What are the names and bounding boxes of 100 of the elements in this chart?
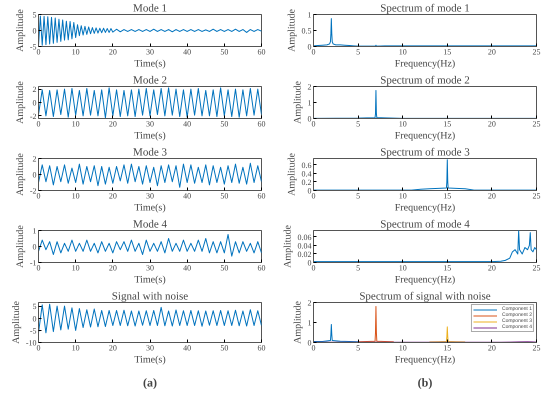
x-tick-label: 30 <box>146 264 154 272</box>
y-tick-label: 1 <box>32 226 36 236</box>
x-tick-label: 5 <box>356 264 360 272</box>
text: (a) <box>143 376 158 390</box>
x-tick-label: 40 <box>183 48 192 56</box>
x-tick-label: 10 <box>72 264 80 272</box>
x-axis-title: Frequency(Hz) <box>394 58 456 70</box>
x-tick-label: 30 <box>146 48 154 56</box>
chart-title: Spectrum of mode 2 <box>380 74 470 86</box>
x-tick-label: 15 <box>443 264 452 272</box>
x-axis-title: Frequency(Hz) <box>394 274 456 286</box>
x-tick-label: 60 <box>258 264 266 272</box>
x-axis-title: Time(s) <box>134 354 166 366</box>
x-tick-label: 15 <box>443 344 452 352</box>
chart-title: Mode 4 <box>133 218 168 230</box>
x-tick-label: 20 <box>108 48 117 56</box>
y-tick-label: -2 <box>30 112 37 121</box>
x-tick-label: 20 <box>108 344 117 352</box>
x-tick-label: 25 <box>532 48 540 56</box>
x-tick-label: 20 <box>488 120 496 128</box>
x-tick-label: 60 <box>258 120 266 128</box>
x-tick-label: 15 <box>443 48 452 56</box>
x-tick-label: 30 <box>146 344 154 352</box>
chart-title: Mode 3 <box>133 146 168 158</box>
y-tick-label: 5 <box>32 10 36 20</box>
x-tick-label: 5 <box>356 48 360 56</box>
y-axis-title: Amplitude <box>286 152 298 196</box>
x-tick-label: 25 <box>532 120 540 128</box>
x-tick-label: 50 <box>220 192 228 200</box>
y-tick-label: 0.5 <box>302 26 312 36</box>
x-axis-title: Frequency(Hz) <box>394 354 456 366</box>
x-axis-title: Frequency(Hz) <box>394 202 456 214</box>
x-tick-label: 10 <box>398 48 407 56</box>
x-tick-label: 50 <box>220 48 228 56</box>
y-axis-title: Amplitude <box>292 300 304 344</box>
chart-title: Spectrum of mode 4 <box>380 218 470 230</box>
chart-title: Spectrum of mode 3 <box>380 146 470 158</box>
x-tick-label: 10 <box>398 192 407 200</box>
x-axis-title: Time(s) <box>134 130 166 142</box>
x-tick-label: 15 <box>443 120 452 128</box>
x-axis-title: Time(s) <box>134 58 166 70</box>
x-tick-label: 20 <box>488 48 496 56</box>
y-tick-label: 2 <box>32 85 36 94</box>
y-tick-label: 1 <box>308 318 312 328</box>
y-axis-title: Amplitude <box>14 224 26 268</box>
chart-title: Mode 1 <box>133 2 167 14</box>
y-tick-label: 0 <box>32 242 36 252</box>
x-tick-label: 5 <box>356 192 360 200</box>
x-axis-title: Time(s) <box>134 202 166 214</box>
y-tick-label: 0 <box>32 98 36 108</box>
x-tick-label: 10 <box>398 120 407 128</box>
y-axis-title: Amplitude <box>292 80 304 124</box>
x-tick-label: 50 <box>220 264 228 272</box>
x-tick-label: 25 <box>532 344 540 352</box>
y-tick-label: 2 <box>308 298 312 308</box>
x-tick-label: 5 <box>356 120 360 128</box>
y-tick-label: 2 <box>308 82 312 92</box>
y-tick-label: -1 <box>30 258 37 268</box>
x-tick-label: 10 <box>72 192 80 200</box>
x-axis-title: Frequency(Hz) <box>394 130 456 142</box>
y-tick-label: 2 <box>32 154 36 164</box>
x-tick-label: 50 <box>220 344 228 352</box>
y-tick-label: 1 <box>308 10 312 20</box>
y-tick-label: -10 <box>26 338 37 348</box>
chart-title: Signal with noise <box>112 290 188 302</box>
chart-title: Mode 2 <box>133 74 167 86</box>
x-tick-label: 20 <box>488 344 496 352</box>
x-tick-label: 5 <box>356 344 360 352</box>
y-tick-label: 0.04 <box>298 241 312 250</box>
x-tick-label: 10 <box>398 264 407 272</box>
x-tick-label: 25 <box>532 192 540 200</box>
x-tick-label: 20 <box>108 192 117 200</box>
y-axis-title: Amplitude <box>282 224 294 268</box>
y-tick-label: 0 <box>32 170 36 180</box>
x-tick-label: 60 <box>258 192 266 200</box>
y-axis-title: Amplitude <box>14 152 26 196</box>
x-tick-label: 10 <box>72 120 80 128</box>
x-tick-label: 20 <box>488 192 496 200</box>
x-tick-label: 40 <box>183 344 192 352</box>
y-tick-label: 0 <box>32 26 36 36</box>
x-tick-label: 30 <box>146 192 154 200</box>
x-tick-label: 40 <box>183 264 192 272</box>
y-axis-title: Amplitude <box>14 80 26 124</box>
y-tick-label: 0.02 <box>298 250 312 259</box>
x-tick-label: 60 <box>258 344 266 352</box>
y-tick-label: 1 <box>308 98 312 108</box>
y-tick-label: -5 <box>30 42 37 52</box>
x-tick-label: 10 <box>72 48 80 56</box>
y-tick-label: -5 <box>30 326 37 336</box>
y-tick-label: 0.4 <box>302 169 312 178</box>
x-tick-label: 20 <box>108 264 117 272</box>
x-tick-label: 25 <box>532 264 540 272</box>
y-tick-label: 5 <box>32 302 36 312</box>
x-tick-label: 60 <box>258 48 266 56</box>
y-tick-label: 0.06 <box>298 232 312 242</box>
x-tick-label: 10 <box>398 344 407 352</box>
y-axis-title: Amplitude <box>10 300 22 344</box>
x-tick-label: 20 <box>108 120 117 128</box>
x-tick-label: 50 <box>220 120 228 128</box>
y-axis-title: Amplitude <box>286 8 298 52</box>
